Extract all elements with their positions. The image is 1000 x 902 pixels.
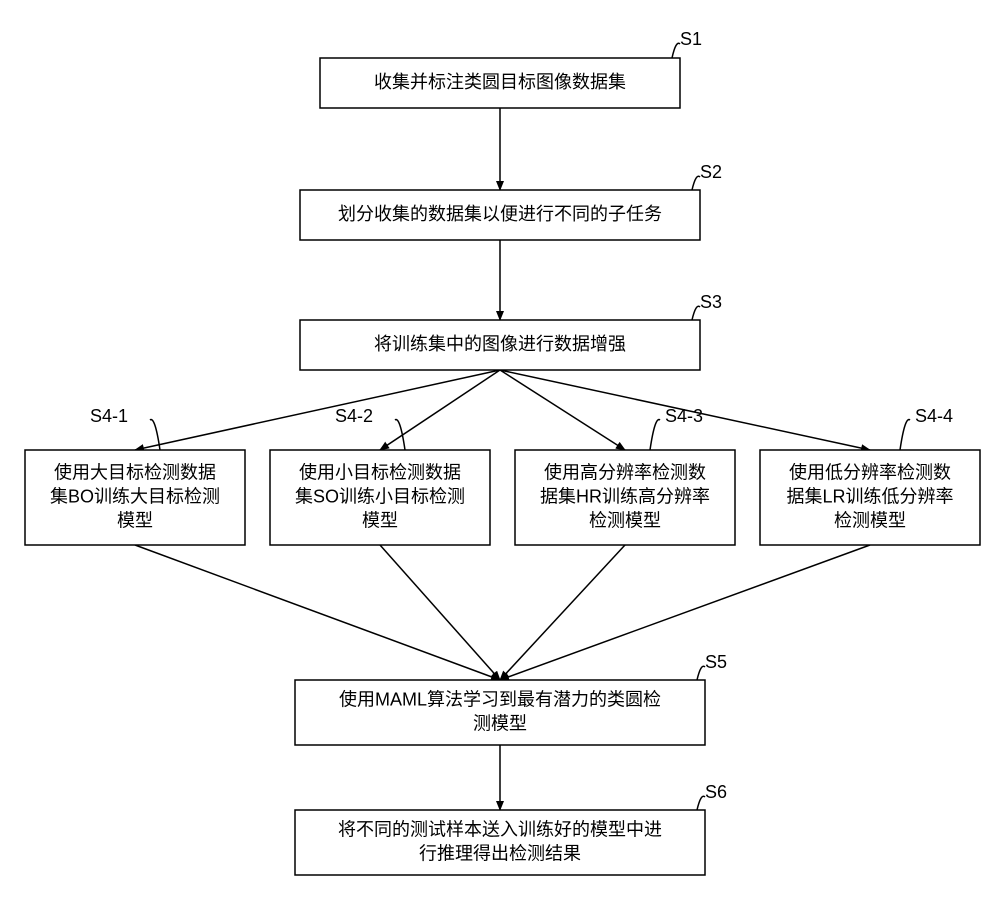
tagcurve-s5 <box>697 666 705 680</box>
node-s6-line-1: 行推理得出检测结果 <box>419 843 581 863</box>
node-s6: 将不同的测试样本送入训练好的模型中进行推理得出检测结果 <box>295 810 705 875</box>
node-s4_3-line-2: 检测模型 <box>589 510 661 530</box>
tag-s4_1: S4-1 <box>90 406 128 426</box>
node-s4_2-line-0: 使用小目标检测数据 <box>299 462 461 482</box>
arrow-a_s41_s5 <box>135 545 500 680</box>
node-s2-line-0: 划分收集的数据集以便进行不同的子任务 <box>338 204 662 224</box>
tag-s2: S2 <box>700 162 722 182</box>
arrow-a_s3_s43 <box>500 370 625 450</box>
node-s4_2-line-2: 模型 <box>362 510 398 530</box>
arrow-a_s44_s5 <box>500 545 870 680</box>
node-s1: 收集并标注类圆目标图像数据集 <box>320 58 680 108</box>
tag-s4_3: S4-3 <box>665 406 703 426</box>
node-s4_2: 使用小目标检测数据集SO训练小目标检测模型 <box>270 450 490 545</box>
tagcurve-s6 <box>697 796 705 810</box>
tag-s1: S1 <box>680 29 702 49</box>
node-s4_4: 使用低分辨率检测数据集LR训练低分辨率检测模型 <box>760 450 980 545</box>
node-s4_3-line-1: 据集HR训练高分辨率 <box>540 486 710 506</box>
node-s4_4-line-2: 检测模型 <box>834 510 906 530</box>
flowchart: 收集并标注类圆目标图像数据集划分收集的数据集以便进行不同的子任务将训练集中的图像… <box>0 0 1000 902</box>
node-s4_1: 使用大目标检测数据集BO训练大目标检测模型 <box>25 450 245 545</box>
tag-s4_2: S4-2 <box>335 406 373 426</box>
node-s4_1-line-0: 使用大目标检测数据 <box>54 462 216 482</box>
node-s3-line-0: 将训练集中的图像进行数据增强 <box>374 334 626 354</box>
arrow-a_s43_s5 <box>500 545 625 680</box>
node-s4_1-line-2: 模型 <box>117 510 153 530</box>
tag-s4_4: S4-4 <box>915 406 953 426</box>
node-s4_2-line-1: 集SO训练小目标检测 <box>295 486 465 506</box>
arrow-a_s3_s41 <box>135 370 500 450</box>
tagcurve-s3 <box>692 306 700 320</box>
node-s2: 划分收集的数据集以便进行不同的子任务 <box>300 190 700 240</box>
arrow-a_s3_s42 <box>380 370 500 450</box>
arrow-a_s42_s5 <box>380 545 500 680</box>
node-s4_3-line-0: 使用高分辨率检测数 <box>544 462 706 482</box>
tag-s5: S5 <box>705 652 727 672</box>
node-s6-line-0: 将不同的测试样本送入训练好的模型中进 <box>338 819 662 839</box>
tagcurve-s2 <box>692 176 700 190</box>
tagcurve-s1 <box>672 43 680 58</box>
node-s4_4-line-1: 据集LR训练低分辨率 <box>786 486 953 506</box>
node-s5: 使用MAML算法学习到最有潜力的类圆检测模型 <box>295 680 705 745</box>
tagcurve-s4_4 <box>900 420 910 450</box>
node-s3: 将训练集中的图像进行数据增强 <box>300 320 700 370</box>
tagcurve-s4_3 <box>650 420 660 450</box>
tag-s3: S3 <box>700 292 722 312</box>
node-s4_4-line-0: 使用低分辨率检测数 <box>789 462 951 482</box>
node-s5-line-1: 测模型 <box>473 713 527 733</box>
node-s4_3: 使用高分辨率检测数据集HR训练高分辨率检测模型 <box>515 450 735 545</box>
node-s4_1-line-1: 集BO训练大目标检测 <box>50 486 220 506</box>
node-s5-line-0: 使用MAML算法学习到最有潜力的类圆检 <box>339 689 661 709</box>
tag-s6: S6 <box>705 782 727 802</box>
node-s1-line-0: 收集并标注类圆目标图像数据集 <box>374 72 626 92</box>
